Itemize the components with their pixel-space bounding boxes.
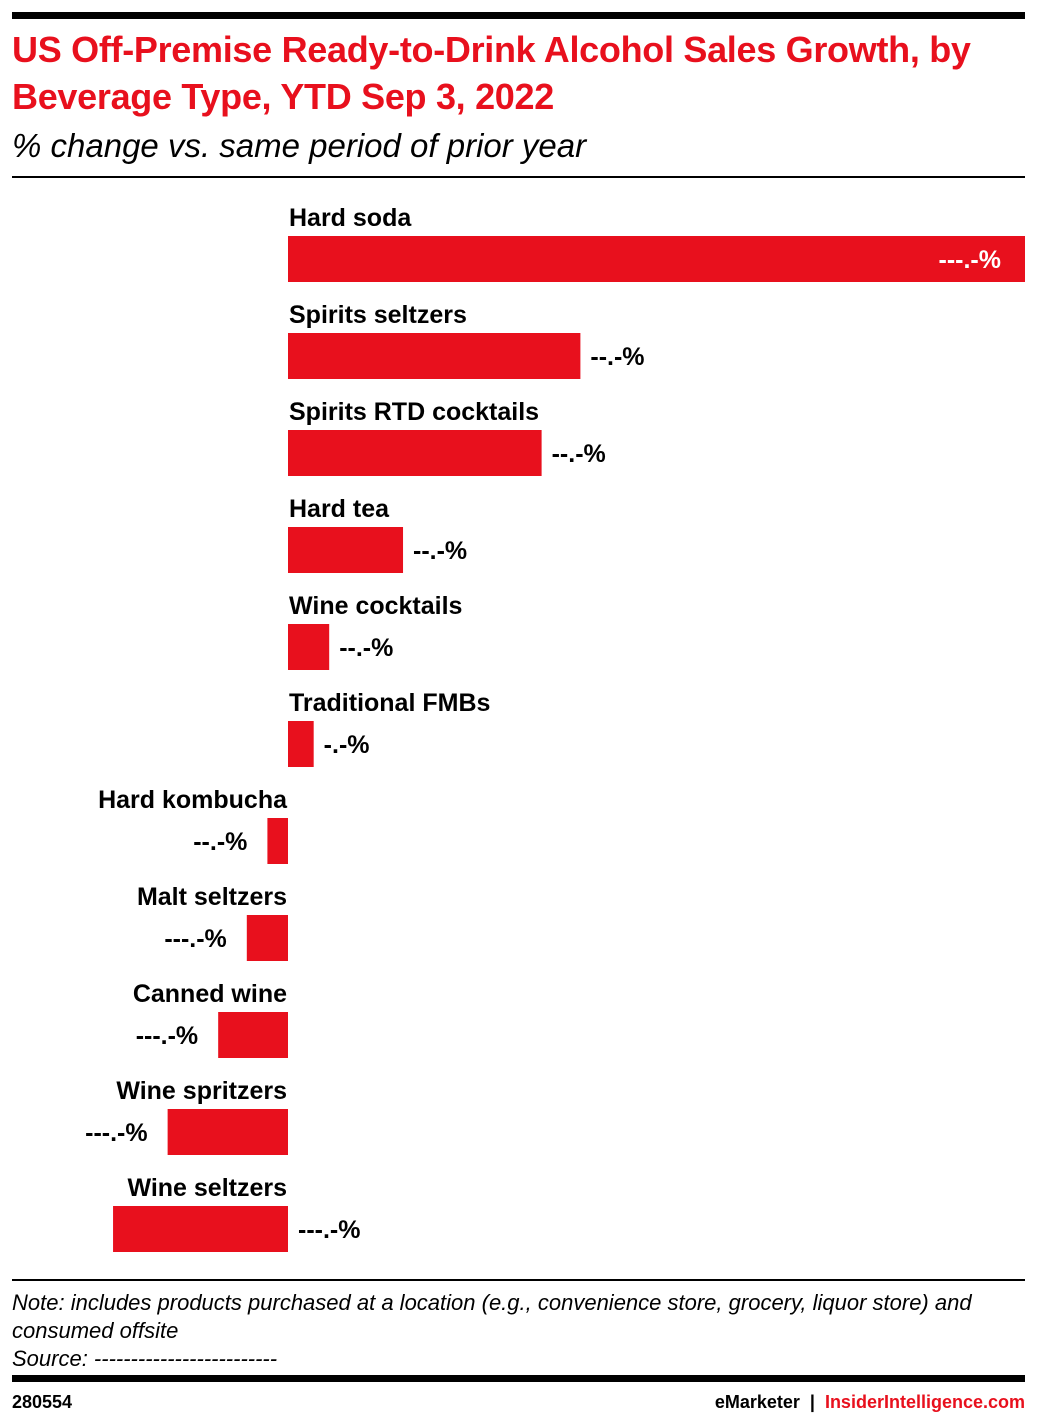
brand-insider-intelligence[interactable]: InsiderIntelligence.com xyxy=(824,1392,1025,1412)
bar xyxy=(288,624,330,670)
chart-note: Note: includes products purchased at a l… xyxy=(12,1290,972,1343)
category-label: Spirits seltzers xyxy=(289,301,467,329)
bar-group: Hard tea --.-% xyxy=(288,495,467,573)
value-label: ---.-% xyxy=(85,1119,147,1147)
chart-subtitle: % change vs. same period of prior year xyxy=(12,127,587,164)
chart-source: Source: ------------------------- xyxy=(12,1346,278,1371)
brand-credit: eMarketer | InsiderIntelligence.com xyxy=(715,1390,1025,1414)
bar-group: Wine seltzers ---.-% xyxy=(113,1174,360,1252)
category-label: Hard tea xyxy=(289,495,390,523)
brand-separator: | xyxy=(809,1392,815,1412)
value-label: ---.-% xyxy=(136,1022,198,1050)
category-label: Spirits RTD cocktails xyxy=(289,398,539,426)
bar xyxy=(288,527,404,573)
category-label: Wine seltzers xyxy=(127,1174,287,1202)
bar-group: Wine spritzers ---.-% xyxy=(85,1077,288,1155)
value-label: --.-% xyxy=(590,343,644,371)
category-label: Malt seltzers xyxy=(137,883,287,911)
chart-id: 280554 xyxy=(12,1392,73,1412)
category-label: Canned wine xyxy=(133,980,287,1008)
value-label: --.-% xyxy=(193,828,247,856)
value-label: --.-% xyxy=(413,537,467,565)
value-label: --.-% xyxy=(552,440,606,468)
bar-group: Malt seltzers ---.-% xyxy=(137,883,288,961)
value-label: --.-% xyxy=(339,634,393,662)
bar-group: Hard kombucha --.-% xyxy=(98,786,288,864)
value-label: ---.-% xyxy=(164,925,226,953)
value-label: ---.-% xyxy=(939,246,1001,274)
bar-group: Traditional FMBs -.-% xyxy=(288,689,490,767)
bars-layer: Hard soda---.-%Spirits seltzers--.-%Spir… xyxy=(85,204,1025,1252)
category-label: Traditional FMBs xyxy=(289,689,490,717)
bar-group: Wine cocktails --.-% xyxy=(288,592,462,670)
category-label: Wine spritzers xyxy=(116,1077,287,1105)
bar-group: Canned wine ---.-% xyxy=(133,980,288,1058)
bar-group: Hard soda ---.-% xyxy=(288,204,1025,282)
bar xyxy=(267,818,288,864)
bar-group: Spirits seltzers --.-% xyxy=(288,301,645,379)
subtitle-rule xyxy=(12,176,1025,178)
chart-title: US Off-Premise Ready-to-Drink Alcohol Sa… xyxy=(12,29,971,117)
bar xyxy=(113,1206,288,1252)
bar xyxy=(288,236,1025,282)
bar-group: Spirits RTD cocktails --.-% xyxy=(288,398,606,476)
category-label: Hard kombucha xyxy=(98,786,288,814)
value-label: -.-% xyxy=(324,731,370,759)
bar xyxy=(288,333,581,379)
bar xyxy=(218,1012,288,1058)
brand-emarketer: eMarketer xyxy=(714,1392,800,1412)
bar xyxy=(288,430,542,476)
value-label: ---.-% xyxy=(298,1216,360,1244)
note-rule xyxy=(12,1279,1025,1281)
footer-rule xyxy=(12,1375,1025,1382)
category-label: Wine cocktails xyxy=(289,592,462,620)
bar xyxy=(288,721,314,767)
bar xyxy=(167,1109,288,1155)
bar xyxy=(246,915,288,961)
top-rule xyxy=(12,12,1025,19)
category-label: Hard soda xyxy=(289,204,412,232)
